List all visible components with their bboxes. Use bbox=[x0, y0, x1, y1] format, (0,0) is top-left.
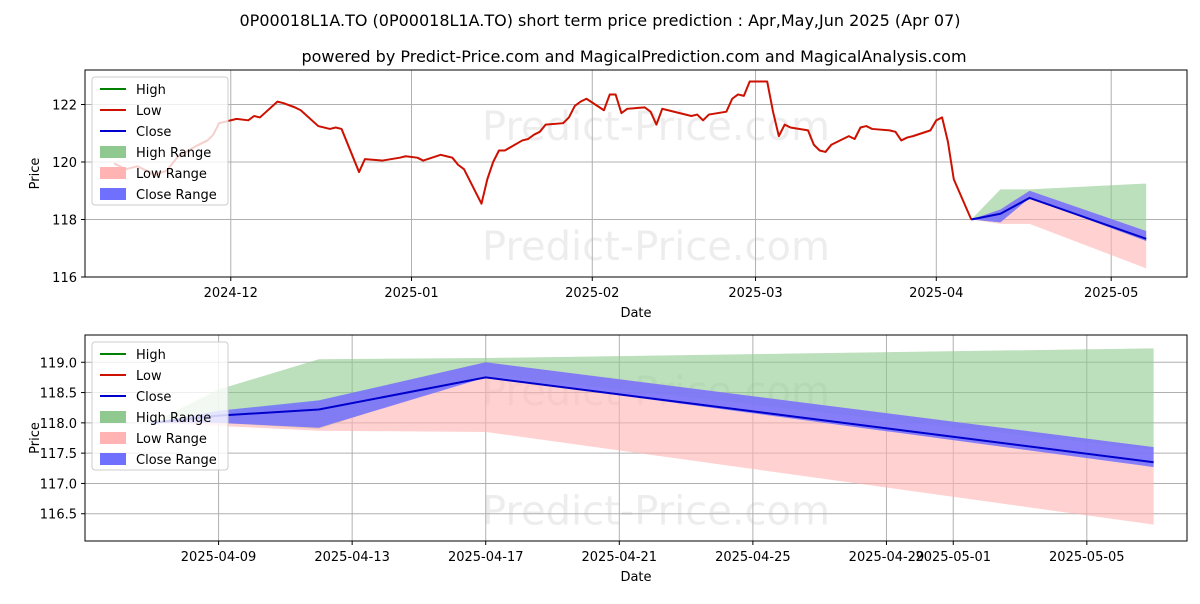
y-tick-label: 117.0 bbox=[40, 477, 77, 492]
x-tick-label: 2025-03 bbox=[728, 286, 782, 301]
close-range-band bbox=[151, 362, 1154, 468]
top-chart-panel: Predict-Price.com Predict-Price.com 2024-1… bbox=[28, 69, 1188, 321]
legend-low-label: Low bbox=[136, 369, 162, 384]
legend-high-range-swatch bbox=[100, 146, 126, 158]
y-tick-label: 122 bbox=[52, 99, 77, 114]
legend-high-range-swatch bbox=[100, 411, 126, 423]
x-tick-label: 2025-05-01 bbox=[915, 550, 991, 565]
legend-close-range-swatch bbox=[100, 188, 126, 200]
x-tick-label: 2025-04-29 bbox=[849, 550, 925, 565]
x-tick-label: 2025-05 bbox=[1084, 286, 1138, 301]
y-tick-label: 116 bbox=[52, 271, 77, 286]
y-tick-label: 118.0 bbox=[40, 417, 77, 432]
chart-title: 0P00018L1A.TO (0P00018L1A.TO) short term… bbox=[240, 11, 961, 30]
x-tick-label: 2025-02 bbox=[565, 286, 619, 301]
y-axis-label: Price bbox=[28, 422, 43, 454]
high-range-band bbox=[151, 348, 1154, 451]
x-tick-label: 2024-12 bbox=[204, 286, 258, 301]
close-range-band bbox=[971, 190, 1147, 242]
legend-high-range-label: High Range bbox=[136, 146, 211, 161]
y-tick-label: 117.5 bbox=[40, 447, 77, 462]
low-series-line bbox=[113, 80, 973, 220]
x-tick-label: 2025-04-13 bbox=[314, 550, 390, 565]
legend-low-label: Low bbox=[136, 104, 162, 119]
legend-close-range-label: Close Range bbox=[136, 453, 217, 468]
legend-high-range-label: High Range bbox=[136, 411, 211, 426]
x-tick-label: 2025-04-09 bbox=[181, 550, 257, 565]
x-axis-label: Date bbox=[620, 306, 651, 321]
x-tick-label: 2025-04-21 bbox=[582, 550, 658, 565]
legend-low-range-label: Low Range bbox=[136, 432, 207, 447]
y-tick-label: 119.0 bbox=[40, 356, 77, 371]
y-tick-label: 118.5 bbox=[40, 387, 77, 402]
legend-close-label: Close bbox=[136, 390, 171, 405]
legend-low-range-label: Low Range bbox=[136, 167, 207, 182]
legend-close-label: Close bbox=[136, 125, 171, 140]
x-tick-label: 2025-04-17 bbox=[448, 550, 524, 565]
plot-frame bbox=[84, 334, 1188, 542]
legend-close-range-swatch bbox=[100, 453, 126, 465]
y-axis-label: Price bbox=[28, 158, 43, 190]
legend-close-range-label: Close Range bbox=[136, 188, 217, 203]
x-axis-label: Date bbox=[620, 570, 651, 585]
watermark-text: Predict-Price.com bbox=[482, 104, 830, 150]
legend-high-label: High bbox=[136, 83, 166, 98]
watermark-text: Predict-Price.com bbox=[482, 224, 830, 270]
x-tick-label: 2025-01 bbox=[384, 286, 438, 301]
chart-subtitle: powered by Predict-Price.com and Magical… bbox=[301, 47, 966, 66]
high-range-band bbox=[971, 183, 1147, 242]
legend-low-range-swatch bbox=[100, 432, 126, 444]
x-tick-label: 2025-05-05 bbox=[1049, 550, 1125, 565]
legend-low-range-swatch bbox=[100, 167, 126, 179]
x-tick-label: 2025-04-25 bbox=[715, 550, 791, 565]
close-series-line bbox=[971, 196, 1147, 240]
y-tick-label: 118 bbox=[52, 214, 77, 229]
y-tick-label: 116.5 bbox=[40, 508, 77, 523]
bottom-chart-panel: Predict-Price.comPredict-Price.com2025-0… bbox=[28, 334, 1188, 585]
legend-high-label: High bbox=[136, 348, 166, 363]
x-tick-label: 2025-04 bbox=[909, 286, 963, 301]
y-tick-label: 120 bbox=[52, 156, 77, 171]
low-range-band bbox=[151, 362, 1154, 525]
watermark-text: Predict-Price.com bbox=[482, 488, 830, 534]
plot-frame bbox=[84, 69, 1188, 278]
